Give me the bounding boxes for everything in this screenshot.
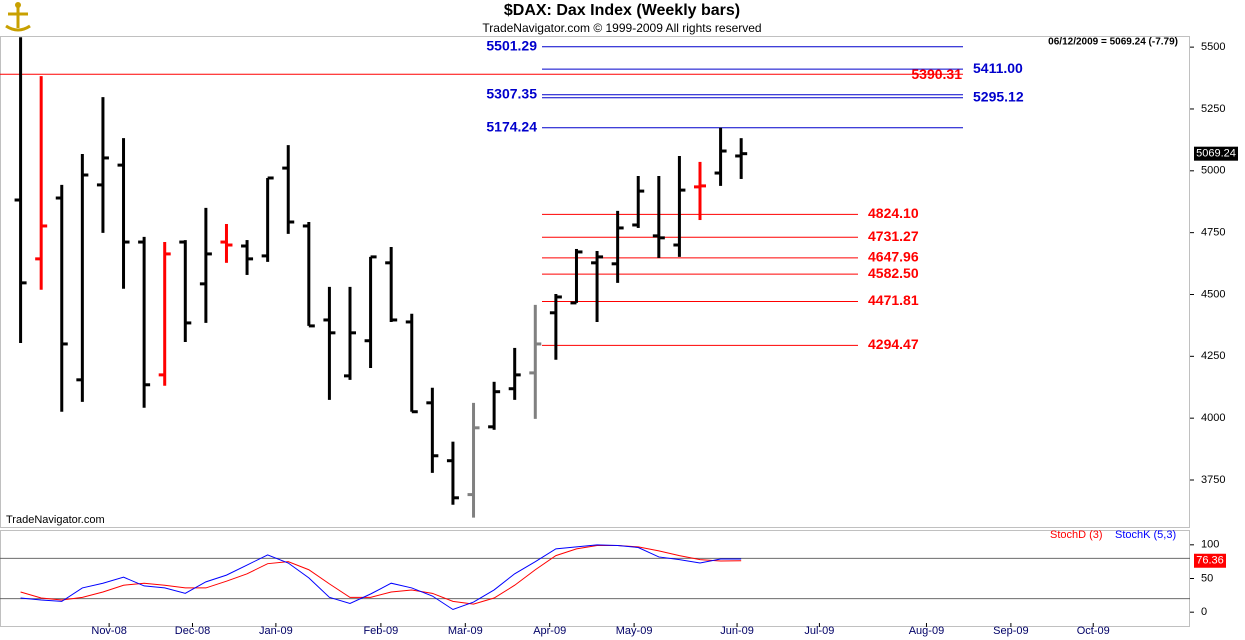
level-label: 4647.96 xyxy=(868,249,919,265)
level-label: 5411.00 xyxy=(973,60,1023,76)
stoch-line xyxy=(20,544,742,611)
price-tag xyxy=(1194,146,1238,161)
chart-subtitle: TradeNavigator.com © 1999-2009 All right… xyxy=(482,21,761,35)
logo xyxy=(5,2,31,32)
stoch-y-tick-label: 0 xyxy=(1201,606,1207,618)
y-tick-label: 3750 xyxy=(1201,474,1225,486)
stoch-panel xyxy=(0,530,1190,627)
info-text: 06/12/2009 = 5069.24 (-7.79) xyxy=(1048,37,1178,48)
x-tick-label: Mar-09 xyxy=(448,625,483,637)
y-tick-label: 5500 xyxy=(1201,41,1225,53)
level-label: 4824.10 xyxy=(868,205,919,221)
y-tick-label: 4750 xyxy=(1201,227,1225,239)
level-label: 4731.27 xyxy=(868,228,919,244)
x-tick-label: Jul-09 xyxy=(804,625,834,637)
stoch-tag xyxy=(1194,553,1226,568)
level-label: 5295.12 xyxy=(973,89,1024,105)
x-tick-label: Apr-09 xyxy=(533,625,566,637)
price-tag-label: 5069.24 xyxy=(1196,148,1236,160)
level-label: 5307.35 xyxy=(486,85,537,101)
x-tick-label: Nov-08 xyxy=(91,625,126,637)
x-tick-label: Feb-09 xyxy=(363,625,398,637)
stoch-y-tick-label: 50 xyxy=(1201,572,1213,584)
price-panel xyxy=(0,36,1190,528)
legend-entry: StochD (3) xyxy=(1050,529,1103,541)
level-label: 4294.47 xyxy=(868,336,919,352)
stoch-y-tick-label: 100 xyxy=(1201,539,1219,551)
level-label: 5501.29 xyxy=(486,38,537,54)
watermark: TradeNavigator.com xyxy=(6,514,105,526)
level-label: 4582.50 xyxy=(868,265,919,281)
y-tick-label: 4500 xyxy=(1201,288,1225,300)
level-label: 4471.81 xyxy=(868,292,919,308)
chart-title: $DAX: Dax Index (Weekly bars) xyxy=(504,2,740,19)
x-tick-label: Jun-09 xyxy=(720,625,754,637)
y-tick-label: 4250 xyxy=(1201,350,1225,362)
level-label: 5174.24 xyxy=(486,118,537,134)
x-tick-label: Aug-09 xyxy=(909,625,944,637)
legend-entry: StochK (5,3) xyxy=(1115,529,1176,541)
y-tick-label: 4000 xyxy=(1201,412,1225,424)
y-tick-label: 5000 xyxy=(1201,165,1225,177)
x-tick-label: Sep-09 xyxy=(993,625,1028,637)
x-tick-label: Oct-09 xyxy=(1077,625,1110,637)
stoch-tag-label: 76.36 xyxy=(1196,555,1224,567)
x-tick-label: Dec-08 xyxy=(175,625,210,637)
level-label: 5390.31 xyxy=(911,66,962,82)
x-tick-label: Jan-09 xyxy=(259,625,293,637)
y-tick-label: 5250 xyxy=(1201,103,1225,115)
x-tick-label: May-09 xyxy=(616,625,653,637)
